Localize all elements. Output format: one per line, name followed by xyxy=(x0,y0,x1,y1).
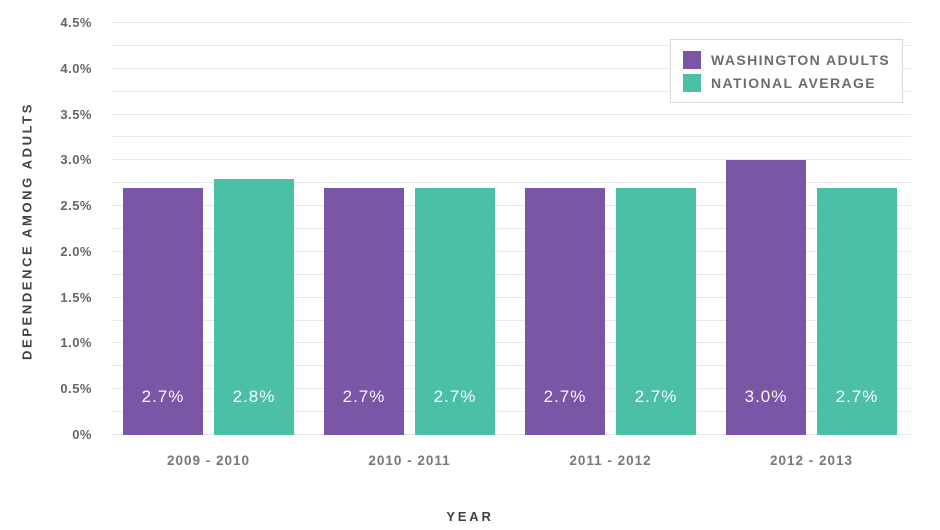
y-axis-title: DEPENDENCE AMONG ADULTS xyxy=(19,102,35,360)
x-category-label: 2010 - 2011 xyxy=(368,453,451,468)
gridline xyxy=(112,319,911,321)
legend-item-washington-adults[interactable]: WASHINGTON ADULTS xyxy=(683,50,890,69)
bar-value-label: 2.8% xyxy=(232,387,276,406)
gridline xyxy=(112,22,911,23)
gridline xyxy=(112,434,911,435)
y-tick-label: 2.5% xyxy=(60,198,92,214)
gridline xyxy=(112,182,911,184)
bar-value-label: 2.7% xyxy=(543,387,587,406)
x-category-label: 2009 - 2010 xyxy=(166,453,251,468)
bar-washington-adults-2011-2012[interactable]: 2.7% xyxy=(525,187,605,435)
bar-national-average-2010-2011[interactable]: 2.7% xyxy=(415,187,495,435)
gridline xyxy=(112,296,911,298)
x-category-label: 2011 - 2012 xyxy=(569,453,652,468)
gridline xyxy=(112,205,911,207)
bar-washington-adults-2012-2013[interactable]: 3.0% xyxy=(726,160,806,435)
bar-value-label: 2.7% xyxy=(835,387,879,406)
bar-washington-adults-2009-2010[interactable]: 2.7% xyxy=(123,187,203,435)
y-tick-label: 3.5% xyxy=(60,106,92,122)
y-tick-label: 4.5% xyxy=(60,15,92,30)
bar-value-label: 2.7% xyxy=(634,387,678,406)
legend-swatch xyxy=(683,50,701,69)
y-tick-label: 2.0% xyxy=(60,243,92,259)
bar-value-label: 2.7% xyxy=(342,387,386,406)
gridline xyxy=(112,136,911,138)
gridline xyxy=(112,67,911,69)
bar-washington-adults-2010-2011[interactable]: 2.7% xyxy=(324,187,404,435)
bar-value-label: 3.0% xyxy=(744,387,788,406)
plot-area: 2.7% 2.8% 2.7% 2.7% 2.7% 2.7% 3.0% 2.7% xyxy=(112,22,911,435)
y-tick-label: 3.0% xyxy=(60,152,92,168)
gridline xyxy=(112,159,911,161)
gridline xyxy=(112,365,911,367)
gridline xyxy=(112,90,911,92)
y-tick-label: 4.0% xyxy=(60,60,92,76)
legend-swatch xyxy=(683,73,701,92)
gridline xyxy=(112,44,911,46)
bar-national-average-2012-2013[interactable]: 2.7% xyxy=(817,187,897,435)
legend-label: WASHINGTON ADULTS xyxy=(711,51,891,68)
gridline xyxy=(112,388,911,390)
bar-value-label: 2.7% xyxy=(433,387,477,406)
bar-national-average-2009-2010[interactable]: 2.8% xyxy=(214,178,294,435)
x-category-label: 2012 - 2013 xyxy=(769,453,854,468)
legend: WASHINGTON ADULTS NATIONAL AVERAGE xyxy=(670,39,904,103)
legend-label: NATIONAL AVERAGE xyxy=(711,74,876,91)
gridline xyxy=(112,250,911,252)
y-tick-label: 0.5% xyxy=(60,381,92,397)
y-tick-label: 1.0% xyxy=(60,335,92,351)
gridline xyxy=(112,228,911,229)
bar-national-average-2011-2012[interactable]: 2.7% xyxy=(616,187,696,435)
x-axis-title: YEAR xyxy=(446,509,494,524)
legend-item-national-average[interactable]: NATIONAL AVERAGE xyxy=(683,73,890,92)
y-tick-label: 0% xyxy=(72,427,92,442)
bar-value-label: 2.7% xyxy=(141,387,185,406)
gridline xyxy=(112,113,911,115)
gridline xyxy=(112,342,911,344)
gridline xyxy=(112,273,911,275)
y-tick-label: 1.5% xyxy=(60,289,92,305)
gridline xyxy=(112,411,911,413)
